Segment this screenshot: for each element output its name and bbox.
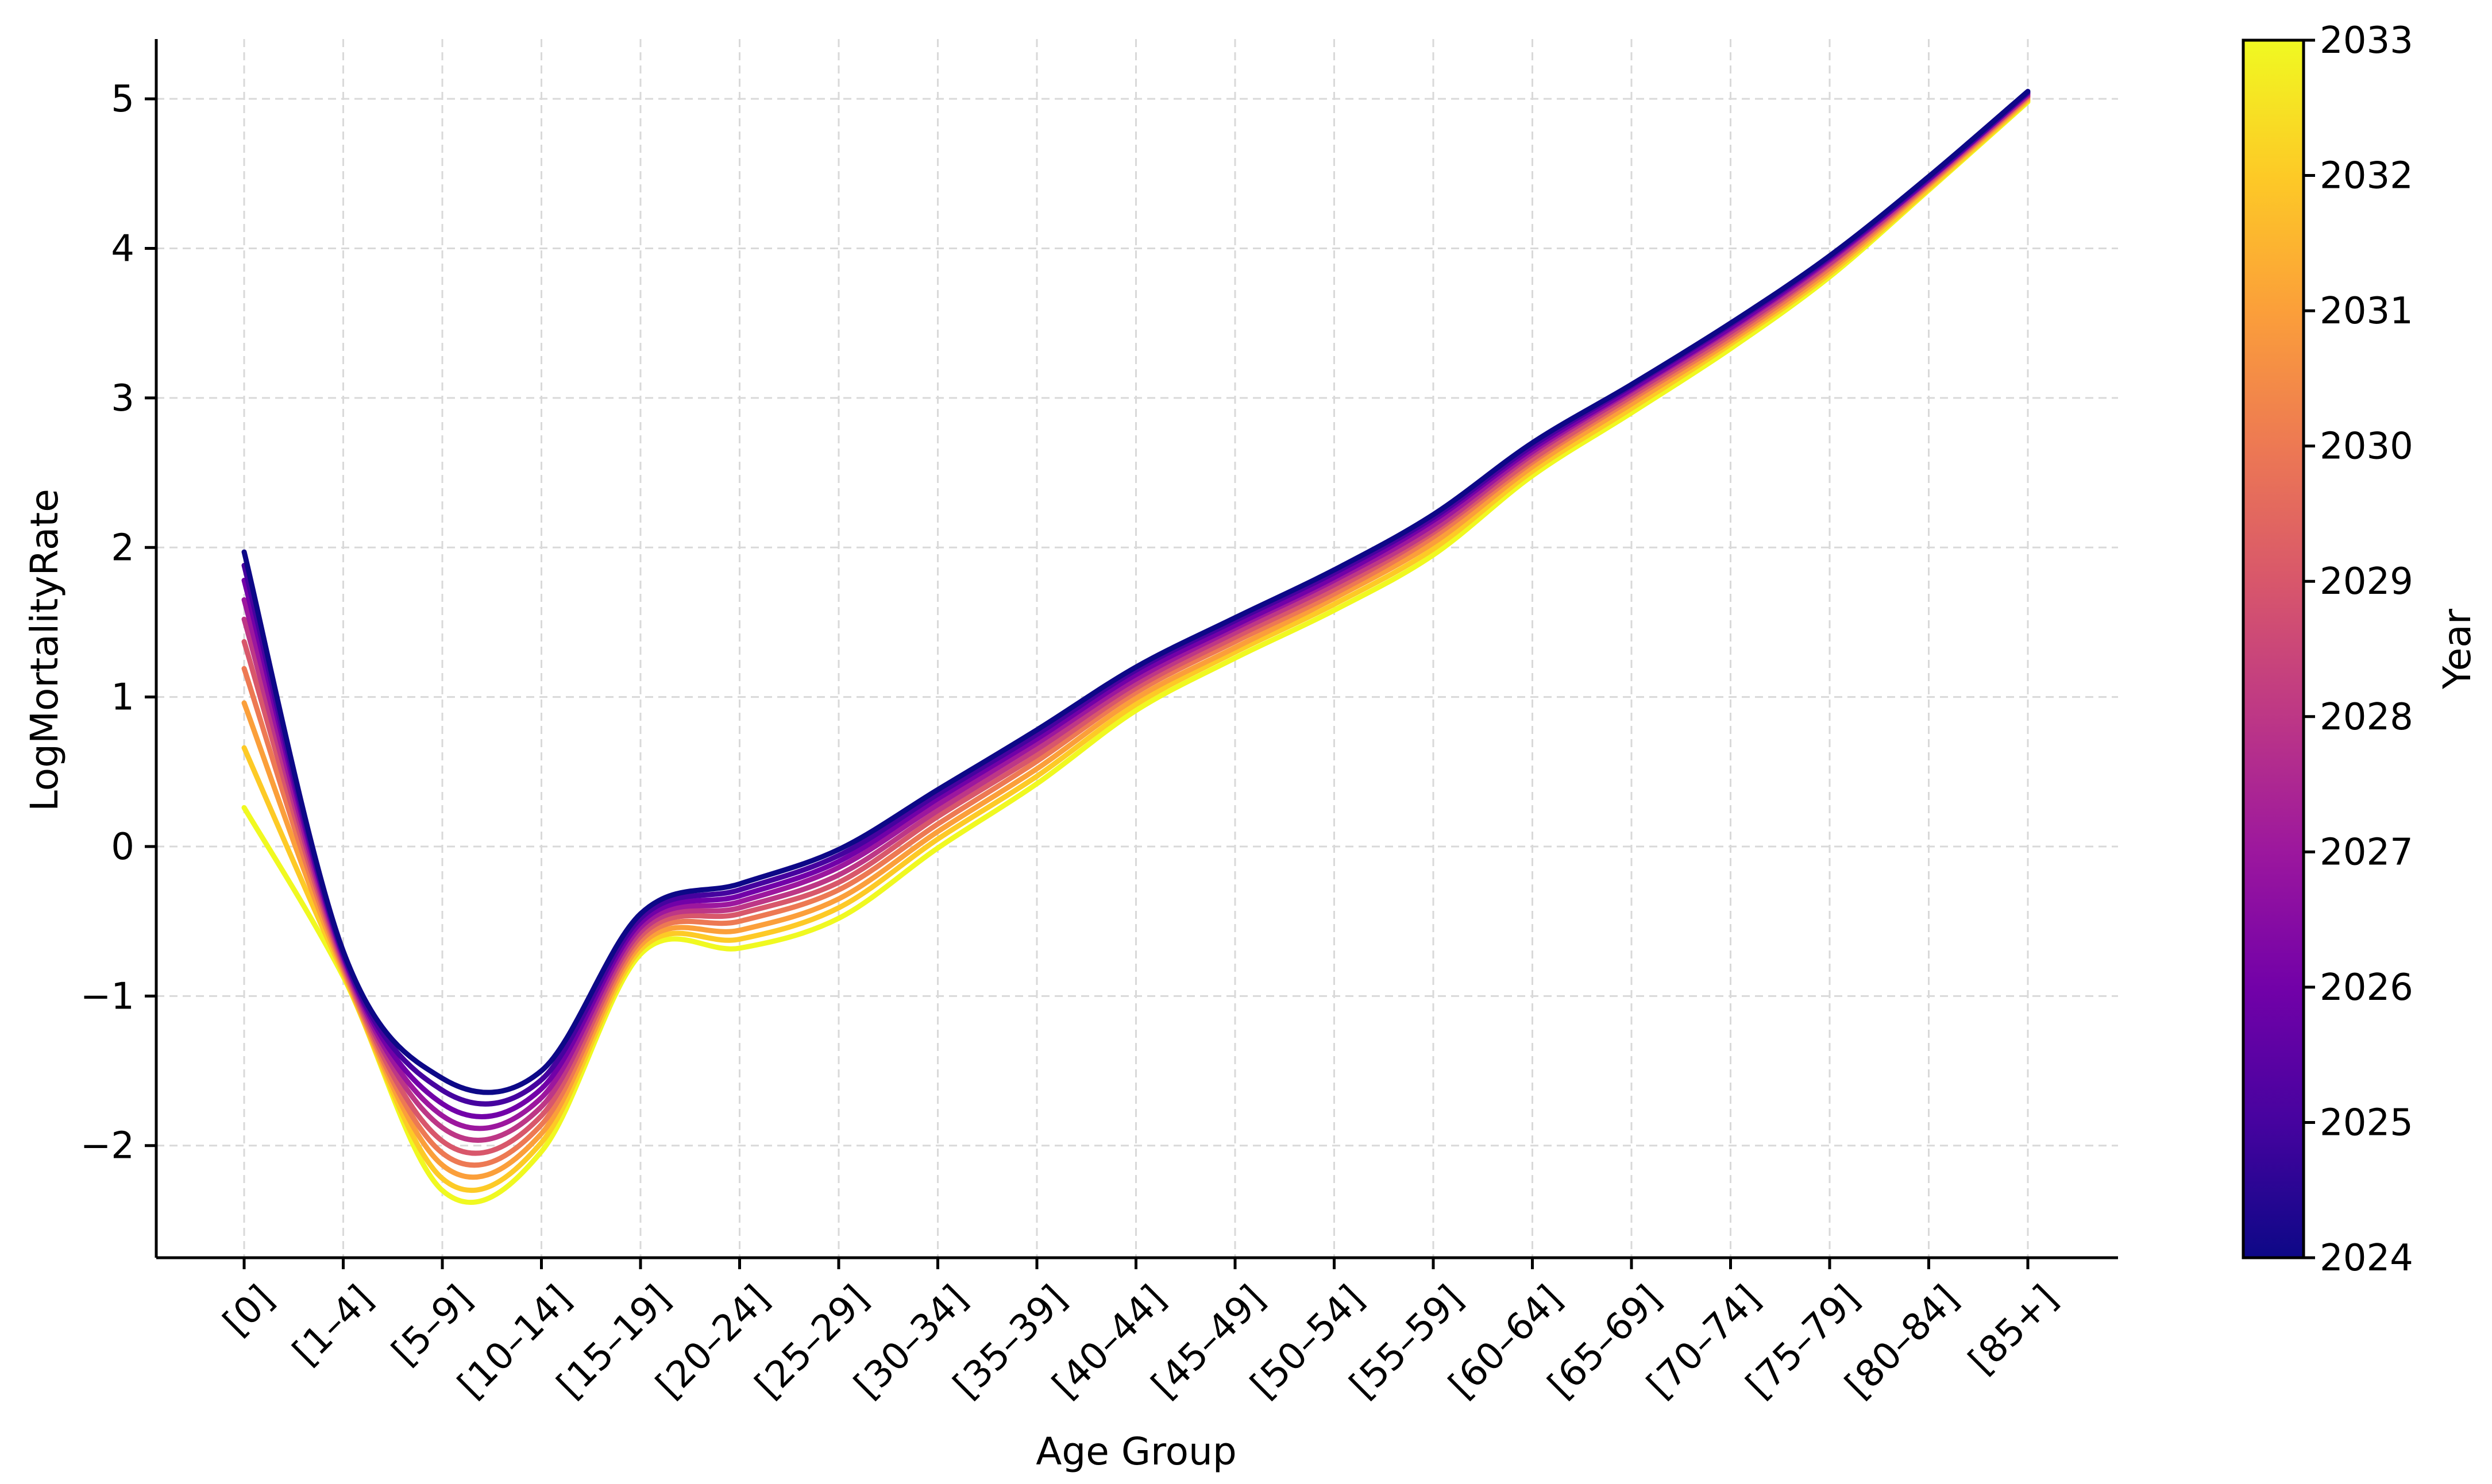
y-tick-label: 1	[111, 677, 134, 719]
y-tick-label: −1	[80, 975, 134, 1018]
y-tick-label: 2	[111, 527, 134, 569]
colorbar-tick-label: 2029	[2320, 561, 2413, 603]
y-tick-label: −2	[80, 1125, 134, 1168]
colorbar-ticks: 2024 2025 2026 2027 2028 2029 2030 2031 2032 2033	[2304, 20, 2413, 1280]
series-line-0	[241, 88, 2031, 1095]
y-tick-label: 0	[111, 826, 134, 868]
colorbar-tick-label: 2027	[2320, 831, 2413, 874]
x-axis-title: Age Group	[1036, 1429, 1237, 1474]
colorbar-tick-label: 2025	[2320, 1102, 2413, 1144]
y-ticks: −2 −1 0 1 2 3 4 5	[80, 78, 156, 1168]
colorbar-tick-label: 2032	[2320, 155, 2413, 198]
colorbar-tick-label: 2026	[2320, 967, 2413, 1009]
colorbar: 2024 2025 2026 2027 2028 2029 2030 2031 2032 2033…	[2242, 20, 2479, 1280]
colorbar-title: Year	[2435, 608, 2479, 690]
y-axis-title: LogMortalityRate	[22, 489, 67, 811]
series-lines	[241, 88, 2031, 1205]
series-line-9	[241, 99, 2031, 1205]
colorbar-tick-label: 2024	[2320, 1237, 2413, 1280]
colorbar-tick-label: 2033	[2320, 20, 2413, 62]
colorbar-tick-label: 2031	[2320, 290, 2413, 333]
colorbar-gradient	[2242, 38, 2305, 1259]
y-tick-label: 4	[111, 228, 134, 270]
y-tick-label: 5	[111, 78, 134, 121]
colorbar-tick-label: 2028	[2320, 696, 2413, 739]
colorbar-tick-label: 2030	[2320, 426, 2413, 468]
y-tick-label: 3	[111, 377, 134, 420]
